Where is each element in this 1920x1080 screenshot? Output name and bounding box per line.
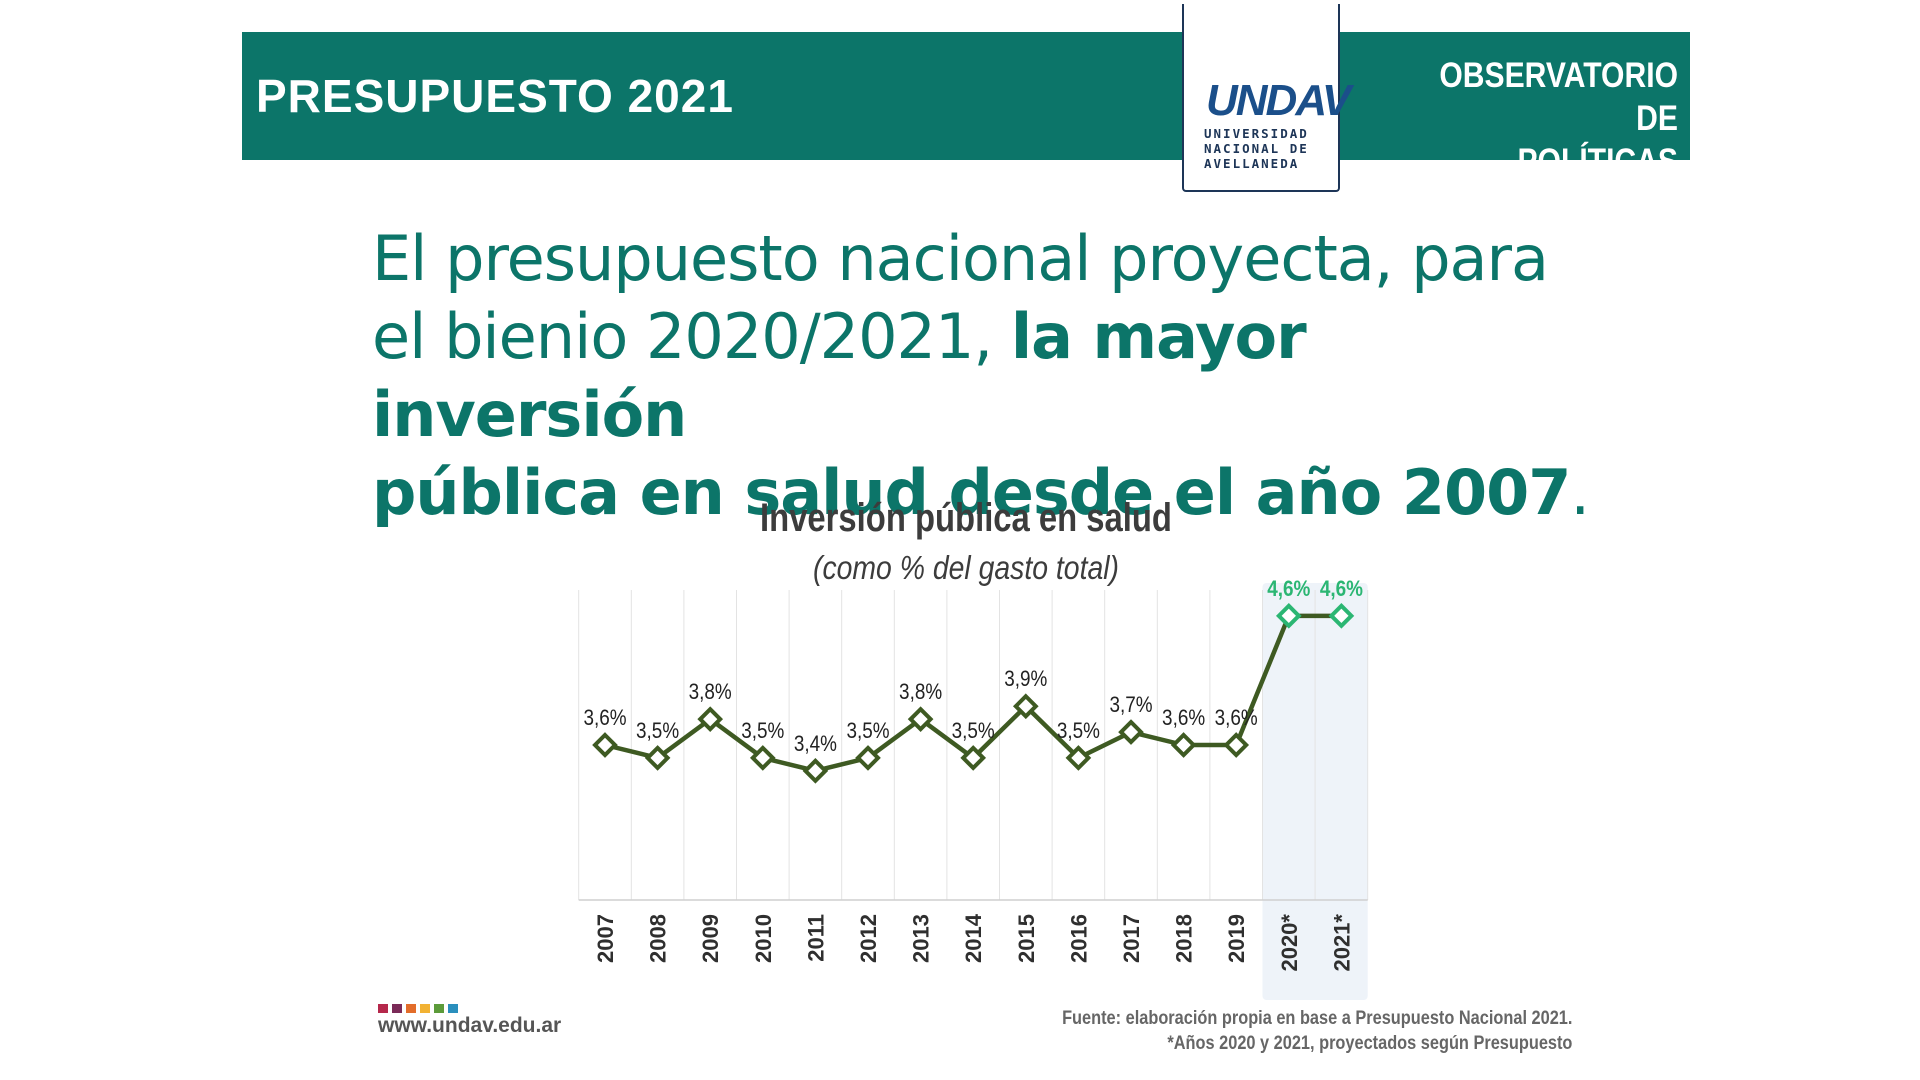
x-tick-label: 2016 [1066,914,1091,963]
x-tick-label: 2010 [751,914,776,963]
data-label: 3,7% [1109,693,1152,718]
data-label: 3,6% [1162,706,1205,731]
headline-line2-regular: el bienio 2020/2021, [372,300,1011,373]
data-point [644,745,671,771]
x-tick-label: 2014 [961,913,986,963]
observatory-title-line1: OBSERVATORIO DE [1439,56,1678,138]
data-point [1170,732,1197,758]
source-note: Fuente: elaboración propia en base a Pre… [1062,1006,1572,1056]
logo-line1: UNIVERSIDAD [1204,126,1309,141]
swatch-5 [448,1004,458,1013]
data-label: 3,5% [741,719,784,744]
headline-line3-bold: pública en salud desde el año 2007 [372,456,1571,529]
headline-line1: El presupuesto nacional proyecta, para [372,222,1549,295]
data-point [749,745,776,771]
swatch-4 [434,1004,444,1013]
data-label: 3,5% [636,719,679,744]
data-label: 4,6% [1267,577,1310,602]
headline-line3-end: . [1570,456,1590,529]
series-segment [918,716,976,761]
logo-mark: UNDAV [1206,76,1351,125]
headline-line3: pública en salud desde el año 2007. [372,454,1592,532]
data-point [960,745,987,771]
x-tick-label: 2007 [593,914,618,963]
brand-swatches [378,1000,462,1018]
headline-line2: el bienio 2020/2021, la mayor inversión [372,298,1592,454]
data-point [907,706,934,732]
x-tick-label: 2009 [698,914,723,963]
x-tick-label: 2017 [1119,914,1144,963]
observatory-title: OBSERVATORIO DE POLÍTICAS PÚBLICAS [1394,54,1678,226]
logo-text: UNIVERSIDAD NACIONAL DE AVELLANEDA [1204,126,1322,171]
x-tick-label: 2013 [909,914,934,963]
infographic-card: PRESUPUESTO 2021 OBSERVATORIO DE POLÍTIC… [242,0,1690,1080]
x-tick-label: 2008 [646,914,671,963]
data-label: 3,5% [952,719,995,744]
series-segment [1023,704,1081,761]
data-label: 3,9% [1004,667,1047,692]
observatory-title-line2: POLÍTICAS PÚBLICAS [1517,142,1678,224]
swatch-1 [392,1004,402,1013]
data-point [1275,603,1302,629]
series-segment [707,716,766,761]
university-logo: UNDAV UNIVERSIDAD NACIONAL DE AVELLANEDA [1182,4,1351,192]
data-label: 3,8% [689,680,732,705]
data-label: 3,4% [794,732,837,757]
swatch-2 [406,1004,416,1013]
chart-subtitle: (como % del gasto total) [812,549,1120,586]
data-label: 3,8% [899,680,942,705]
series-segment [655,716,713,761]
data-point [802,758,829,784]
line-chart: 3,6% 3,5% 3,8% 3,5% 3,4% 3,5% 3,8% 3,5% 3,9% 3,5%… [578,577,1369,1000]
data-label: 4,6% [1320,577,1363,602]
swatch-3 [420,1004,430,1013]
source-line1: Fuente: elaboración propia en base a Pre… [1061,1008,1572,1029]
header-banner: PRESUPUESTO 2021 OBSERVATORIO DE POLÍTIC… [242,32,1690,224]
x-tick-label: 2018 [1172,914,1197,963]
data-point [1012,693,1039,720]
x-tick-label: 2015 [1014,914,1039,963]
x-tick-label: 2012 [856,914,881,963]
x-tick-label: 2019 [1224,914,1249,963]
data-point [855,745,881,771]
x-tick-label: 2020* [1277,914,1302,972]
series-segment [1233,613,1292,748]
logo-line3: AVELLANEDA [1204,156,1300,171]
logo-line2: NACIONAL DE [1204,141,1309,156]
data-label: 3,6% [583,706,626,731]
data-point [1328,603,1355,629]
x-tick-label: 2011 [803,914,828,962]
data-point [1065,745,1092,771]
data-label: 3,6% [1215,706,1258,731]
swatch-0 [378,1004,388,1013]
headline-line2-bold: la mayor inversión [372,300,1307,451]
x-tick-label: 2021* [1329,914,1354,972]
data-point [697,706,724,732]
data-point [1118,719,1144,745]
banner-title: PRESUPUESTO 2021 [256,70,734,122]
data-point [1223,732,1250,758]
data-label: 3,5% [1057,719,1100,744]
chart-title: Inversión pública en salud [760,496,1172,540]
series-segment [865,716,923,761]
series-segment [1076,729,1134,761]
footer-url[interactable]: www.undav.edu.ar [378,1014,562,1037]
data-label: 3,5% [846,719,889,744]
data-point [592,732,618,758]
headline: El presupuesto nacional proyecta, para e… [372,220,1592,532]
source-line2: *Años 2020 y 2021, proyectados según Pre… [1166,1033,1572,1054]
series-segment [970,704,1029,761]
